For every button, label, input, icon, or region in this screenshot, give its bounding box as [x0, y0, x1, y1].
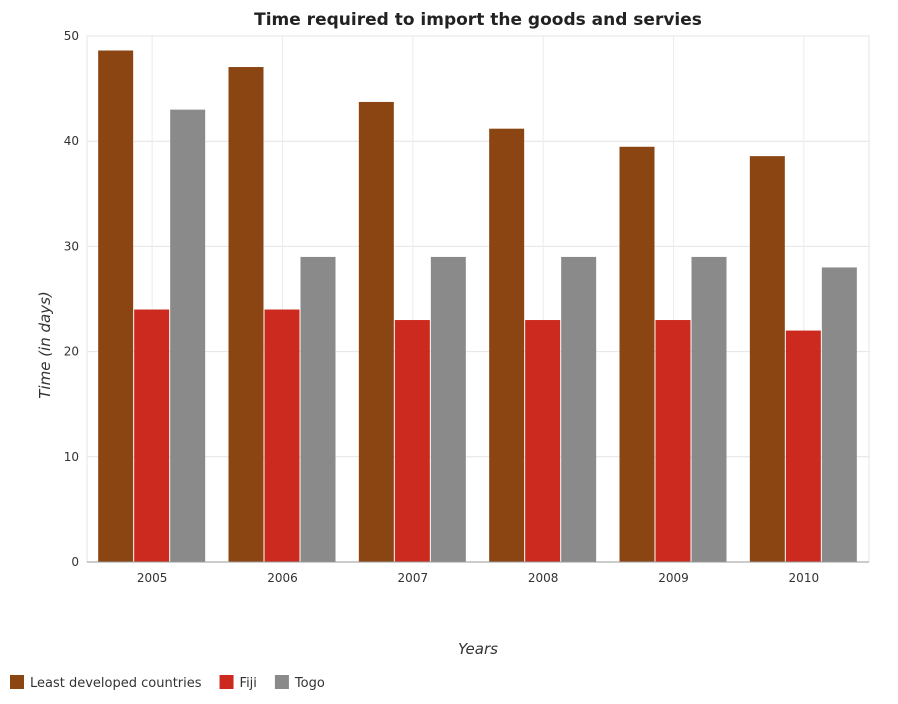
y-tick-label: 10 — [64, 450, 79, 464]
legend-swatch — [10, 675, 24, 689]
bar-fiji-2005 — [134, 309, 170, 562]
bar-togo-2010 — [821, 267, 857, 562]
y-tick-label: 20 — [64, 345, 79, 359]
x-tick-label: 2008 — [528, 571, 559, 585]
bar-togo-2005 — [170, 109, 206, 562]
bar-least-developed-countries-2005 — [98, 50, 134, 562]
bar-fiji-2007 — [394, 320, 430, 562]
bar-least-developed-countries-2010 — [749, 156, 785, 562]
y-tick-label: 50 — [64, 29, 79, 43]
legend: Least developed countries Fiji Togo — [10, 675, 325, 691]
legend-label: Least developed countries — [30, 676, 202, 691]
y-tick-label: 30 — [64, 239, 79, 253]
x-tick-label: 2009 — [658, 571, 689, 585]
bar-least-developed-countries-2006 — [228, 67, 264, 562]
x-tick-label: 2007 — [398, 571, 429, 585]
bar-least-developed-countries-2007 — [358, 101, 394, 563]
legend-label: Togo — [294, 676, 325, 691]
legend-swatch — [274, 675, 289, 689]
bar-fiji-2009 — [655, 320, 691, 562]
bar-least-developed-countries-2009 — [619, 146, 655, 562]
y-tick-label: 40 — [64, 134, 79, 148]
y-tick-label: 0 — [71, 555, 79, 569]
legend-label: Fiji — [240, 676, 257, 691]
bar-togo-2009 — [691, 256, 727, 562]
chart-title: Time required to import the goods and se… — [254, 10, 702, 30]
axes: 0 10 20 30 40 50 2005 2006 2007 2008 2009 2010 — [64, 29, 869, 585]
y-axis-label: Time (in days) — [36, 291, 54, 399]
x-tick-label: 2006 — [267, 571, 298, 585]
x-axis-label: Years — [458, 640, 498, 658]
bar-togo-2006 — [300, 256, 336, 562]
bar-least-developed-countries-2008 — [489, 128, 525, 562]
x-tick-label: 2010 — [789, 571, 820, 585]
legend-swatch — [219, 675, 234, 689]
x-tick-label: 2005 — [137, 571, 168, 585]
bar-togo-2007 — [430, 256, 466, 562]
bar-fiji-2010 — [785, 330, 821, 562]
bar-fiji-2008 — [525, 320, 561, 562]
bar-togo-2008 — [561, 256, 597, 562]
bar-fiji-2006 — [264, 309, 300, 562]
bars — [98, 50, 857, 563]
